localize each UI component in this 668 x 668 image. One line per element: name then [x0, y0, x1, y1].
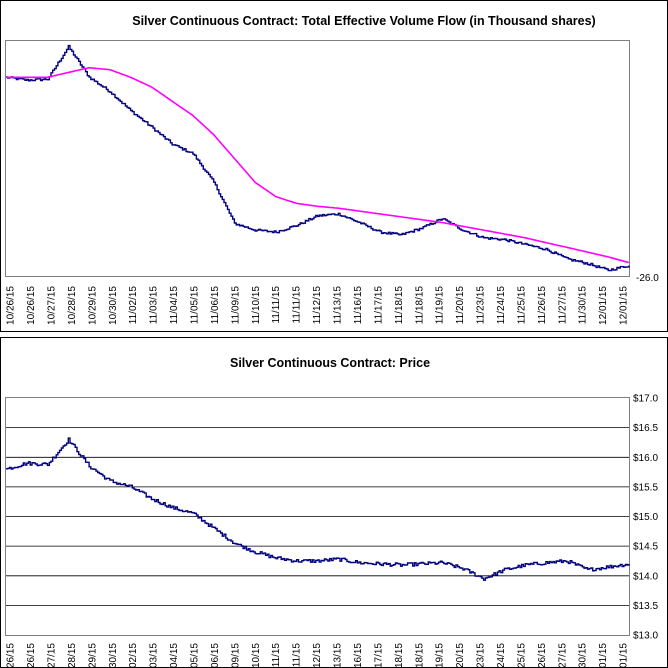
x-tick-label: 10/28/15	[67, 286, 78, 325]
x-tick-label: 10/27/15	[47, 286, 58, 325]
x-tick-label: 11/11/15	[271, 643, 282, 668]
x-tick-label: 10/26/15	[6, 643, 17, 668]
x-tick-label: 11/11/15	[271, 286, 282, 324]
x-tick-label: 11/13/15	[333, 286, 344, 325]
x-tick-label: 11/23/15	[476, 643, 487, 668]
x-tick-label: 11/20/15	[455, 643, 466, 668]
x-tick-label: 11/30/15	[578, 286, 589, 325]
x-tick-label: 11/26/15	[537, 286, 548, 325]
x-tick-label: 11/19/15	[435, 643, 446, 668]
x-tick-label: 11/17/15	[373, 286, 384, 325]
y-tick-label: $15.0	[633, 512, 658, 523]
bottom-chart-title: Silver Continuous Contract: Price	[230, 356, 430, 370]
x-tick-label: 12/01/15	[619, 286, 630, 325]
bottom-y-tick-labels: $13.0 $13.5 $14.0 $14.5 $15.0 $15.5 $16.0 $16.5…	[633, 394, 658, 642]
x-tick-label: 11/12/15	[312, 643, 323, 668]
x-tick-label: 10/30/15	[108, 286, 119, 325]
moving-average-line	[6, 66, 630, 264]
x-tick-label: 11/27/15	[557, 286, 568, 325]
x-tick-label: 11/26/15	[537, 643, 548, 668]
top-x-tick-labels: 10/26/15 10/26/15 10/27/15 10/28/15 10/29/15…	[6, 286, 630, 325]
x-tick-label: 11/18/15	[414, 286, 425, 325]
y-tick-label: $14.0	[633, 571, 658, 582]
top-y-axis-label: -26.0	[636, 273, 659, 284]
x-tick-label: 11/10/15	[251, 643, 262, 668]
x-tick-label: 11/27/15	[557, 643, 568, 668]
volume-flow-line	[6, 44, 630, 272]
y-tick-label: $17.0	[633, 394, 658, 405]
x-tick-label: 10/27/15	[47, 643, 58, 668]
x-tick-label: 11/06/15	[210, 286, 221, 325]
x-tick-label: 11/02/15	[128, 286, 139, 325]
x-tick-label: 10/26/15	[26, 643, 37, 668]
x-tick-label: 10/29/15	[87, 286, 98, 325]
x-tick-label: 11/16/15	[353, 643, 364, 668]
x-tick-label: 11/06/15	[210, 643, 221, 668]
x-tick-label: 11/05/15	[190, 643, 201, 668]
x-tick-label: 11/24/15	[496, 643, 507, 668]
x-tick-label: 12/01/15	[598, 286, 609, 325]
x-tick-label: 11/11/15	[292, 643, 303, 668]
y-tick-label: $14.5	[633, 542, 658, 553]
price-line	[6, 437, 630, 581]
top-chart-border	[0, 0, 668, 332]
x-tick-label: 11/03/15	[149, 643, 160, 668]
x-tick-label: 11/02/15	[128, 643, 139, 668]
y-tick-label: $13.5	[633, 601, 658, 612]
x-tick-label: 11/05/15	[190, 286, 201, 325]
y-tick-label: $13.0	[633, 631, 658, 642]
x-tick-label: 11/13/15	[333, 643, 344, 668]
x-tick-label: 10/30/15	[108, 643, 119, 668]
bottom-chart-border	[0, 337, 668, 668]
x-tick-label: 10/26/15	[26, 286, 37, 325]
x-tick-label: 11/16/15	[353, 286, 364, 325]
x-tick-label: 11/04/15	[169, 286, 180, 325]
x-tick-label: 11/30/15	[578, 643, 589, 668]
y-tick-label: $15.5	[633, 482, 658, 493]
x-tick-label: 11/09/15	[230, 643, 241, 668]
x-tick-label: 11/25/15	[516, 643, 527, 668]
x-tick-label: 11/03/15	[149, 286, 160, 325]
top-chart-title: Silver Continuous Contract: Total Effect…	[132, 14, 595, 28]
top-plot-area	[5, 40, 630, 277]
x-tick-label: 11/20/15	[455, 286, 466, 325]
y-tick-label: $16.0	[633, 453, 658, 464]
x-tick-label: 11/18/15	[394, 643, 405, 668]
x-tick-label: 12/01/15	[598, 643, 609, 668]
top-series-group	[6, 44, 630, 272]
bottom-series-group	[6, 437, 630, 581]
x-tick-label: 11/18/15	[414, 643, 425, 668]
bottom-x-tick-labels: 10/26/15 10/26/15 10/27/15 10/28/15 10/29/15…	[6, 643, 630, 668]
x-tick-label: 11/04/15	[169, 643, 180, 668]
y-tick-label: $16.5	[633, 423, 658, 434]
x-tick-label: 10/28/15	[67, 643, 78, 668]
x-tick-label: 11/17/15	[373, 643, 384, 668]
bottom-plot-area	[5, 397, 630, 636]
x-tick-label: 11/23/15	[476, 286, 487, 325]
x-tick-label: 11/10/15	[251, 286, 262, 325]
bottom-gridlines	[6, 427, 629, 606]
x-tick-label: 11/11/15	[292, 286, 303, 324]
x-tick-label: 11/12/15	[312, 286, 323, 325]
x-tick-label: 11/19/15	[435, 286, 446, 325]
x-tick-label: 10/26/15	[6, 286, 17, 325]
x-tick-label: 11/18/15	[394, 286, 405, 325]
x-tick-label: 12/01/15	[619, 643, 630, 668]
x-tick-label: 11/24/15	[496, 286, 507, 325]
x-tick-label: 11/09/15	[230, 286, 241, 325]
x-tick-label: 11/25/15	[516, 286, 527, 325]
x-tick-label: 10/29/15	[87, 643, 98, 668]
